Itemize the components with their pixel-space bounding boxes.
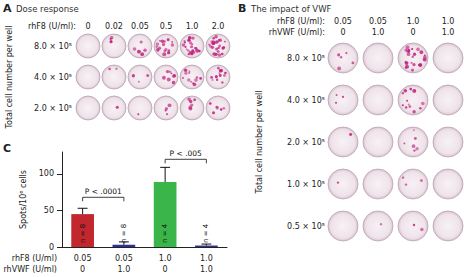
svg-text:1.0: 1.0: [200, 254, 213, 263]
svg-text:0.02: 0.02: [105, 22, 123, 31]
svg-text:0.05: 0.05: [334, 17, 352, 26]
svg-text:0.05: 0.05: [131, 22, 149, 31]
svg-text:8.0 × 10⁵: 8.0 × 10⁵: [287, 54, 325, 63]
svg-text:2.0: 2.0: [212, 22, 225, 31]
svg-text:A: A: [3, 2, 12, 15]
svg-text:2.0 × 10⁵: 2.0 × 10⁵: [34, 104, 72, 113]
svg-text:0: 0: [410, 28, 415, 37]
svg-text:The impact of VWF: The impact of VWF: [250, 4, 332, 14]
svg-text:Total cell number per well: Total cell number per well: [5, 25, 14, 129]
svg-text:C: C: [3, 142, 11, 155]
svg-text:n = 8: n = 8: [79, 224, 87, 243]
svg-text:1.0: 1.0: [118, 265, 131, 274]
svg-text:100: 100: [39, 169, 54, 178]
svg-text:Spots/10⁶ cells: Spots/10⁶ cells: [19, 170, 28, 229]
svg-text:rhVWF (U/ml):: rhVWF (U/ml):: [269, 28, 325, 37]
svg-text:n = 8: n = 8: [120, 224, 128, 243]
svg-text:rhVWF (U/ml): rhVWF (U/ml): [3, 265, 57, 274]
svg-text:n = 4: n = 4: [202, 223, 210, 243]
svg-text:1.0 × 10⁵: 1.0 × 10⁵: [287, 180, 325, 189]
svg-text:2.0 × 10⁵: 2.0 × 10⁵: [287, 138, 325, 147]
svg-text:P < .005: P < .005: [170, 149, 203, 158]
svg-text:4.0 × 10⁵: 4.0 × 10⁵: [287, 96, 325, 105]
svg-text:1.0: 1.0: [407, 17, 420, 26]
svg-text:P < .0001: P < .0001: [85, 187, 122, 196]
svg-text:0: 0: [85, 22, 90, 31]
svg-text:0: 0: [49, 243, 54, 252]
svg-text:0: 0: [80, 265, 85, 274]
svg-text:1.0: 1.0: [186, 22, 199, 31]
svg-text:4.0 × 10⁵: 4.0 × 10⁵: [34, 73, 72, 82]
svg-text:1.0: 1.0: [372, 28, 385, 37]
svg-text:8.0 × 10⁵: 8.0 × 10⁵: [34, 42, 72, 51]
svg-text:50: 50: [44, 206, 54, 215]
svg-text:0: 0: [340, 28, 345, 37]
svg-text:rhF8 (U/ml): rhF8 (U/ml): [12, 254, 57, 263]
svg-text:1.0: 1.0: [200, 265, 213, 274]
svg-text:rhF8 (U/ml):: rhF8 (U/ml):: [277, 17, 325, 26]
svg-text:Total cell number per well: Total cell number per well: [255, 90, 264, 194]
svg-text:n = 4: n = 4: [161, 223, 169, 243]
svg-text:1.0: 1.0: [442, 28, 455, 37]
svg-text:1.0: 1.0: [159, 254, 172, 263]
svg-text:0: 0: [163, 265, 168, 274]
svg-text:0.05: 0.05: [115, 254, 133, 263]
svg-text:0.5 × 10⁵: 0.5 × 10⁵: [287, 222, 325, 231]
svg-text:0.05: 0.05: [369, 17, 387, 26]
svg-text:Dose response: Dose response: [16, 4, 79, 14]
svg-text:rhF8 (U/ml):: rhF8 (U/ml):: [28, 22, 76, 31]
svg-text:0.05: 0.05: [74, 254, 92, 263]
svg-text:B: B: [238, 2, 246, 15]
svg-text:0.5: 0.5: [160, 22, 173, 31]
svg-text:1.0: 1.0: [442, 17, 455, 26]
